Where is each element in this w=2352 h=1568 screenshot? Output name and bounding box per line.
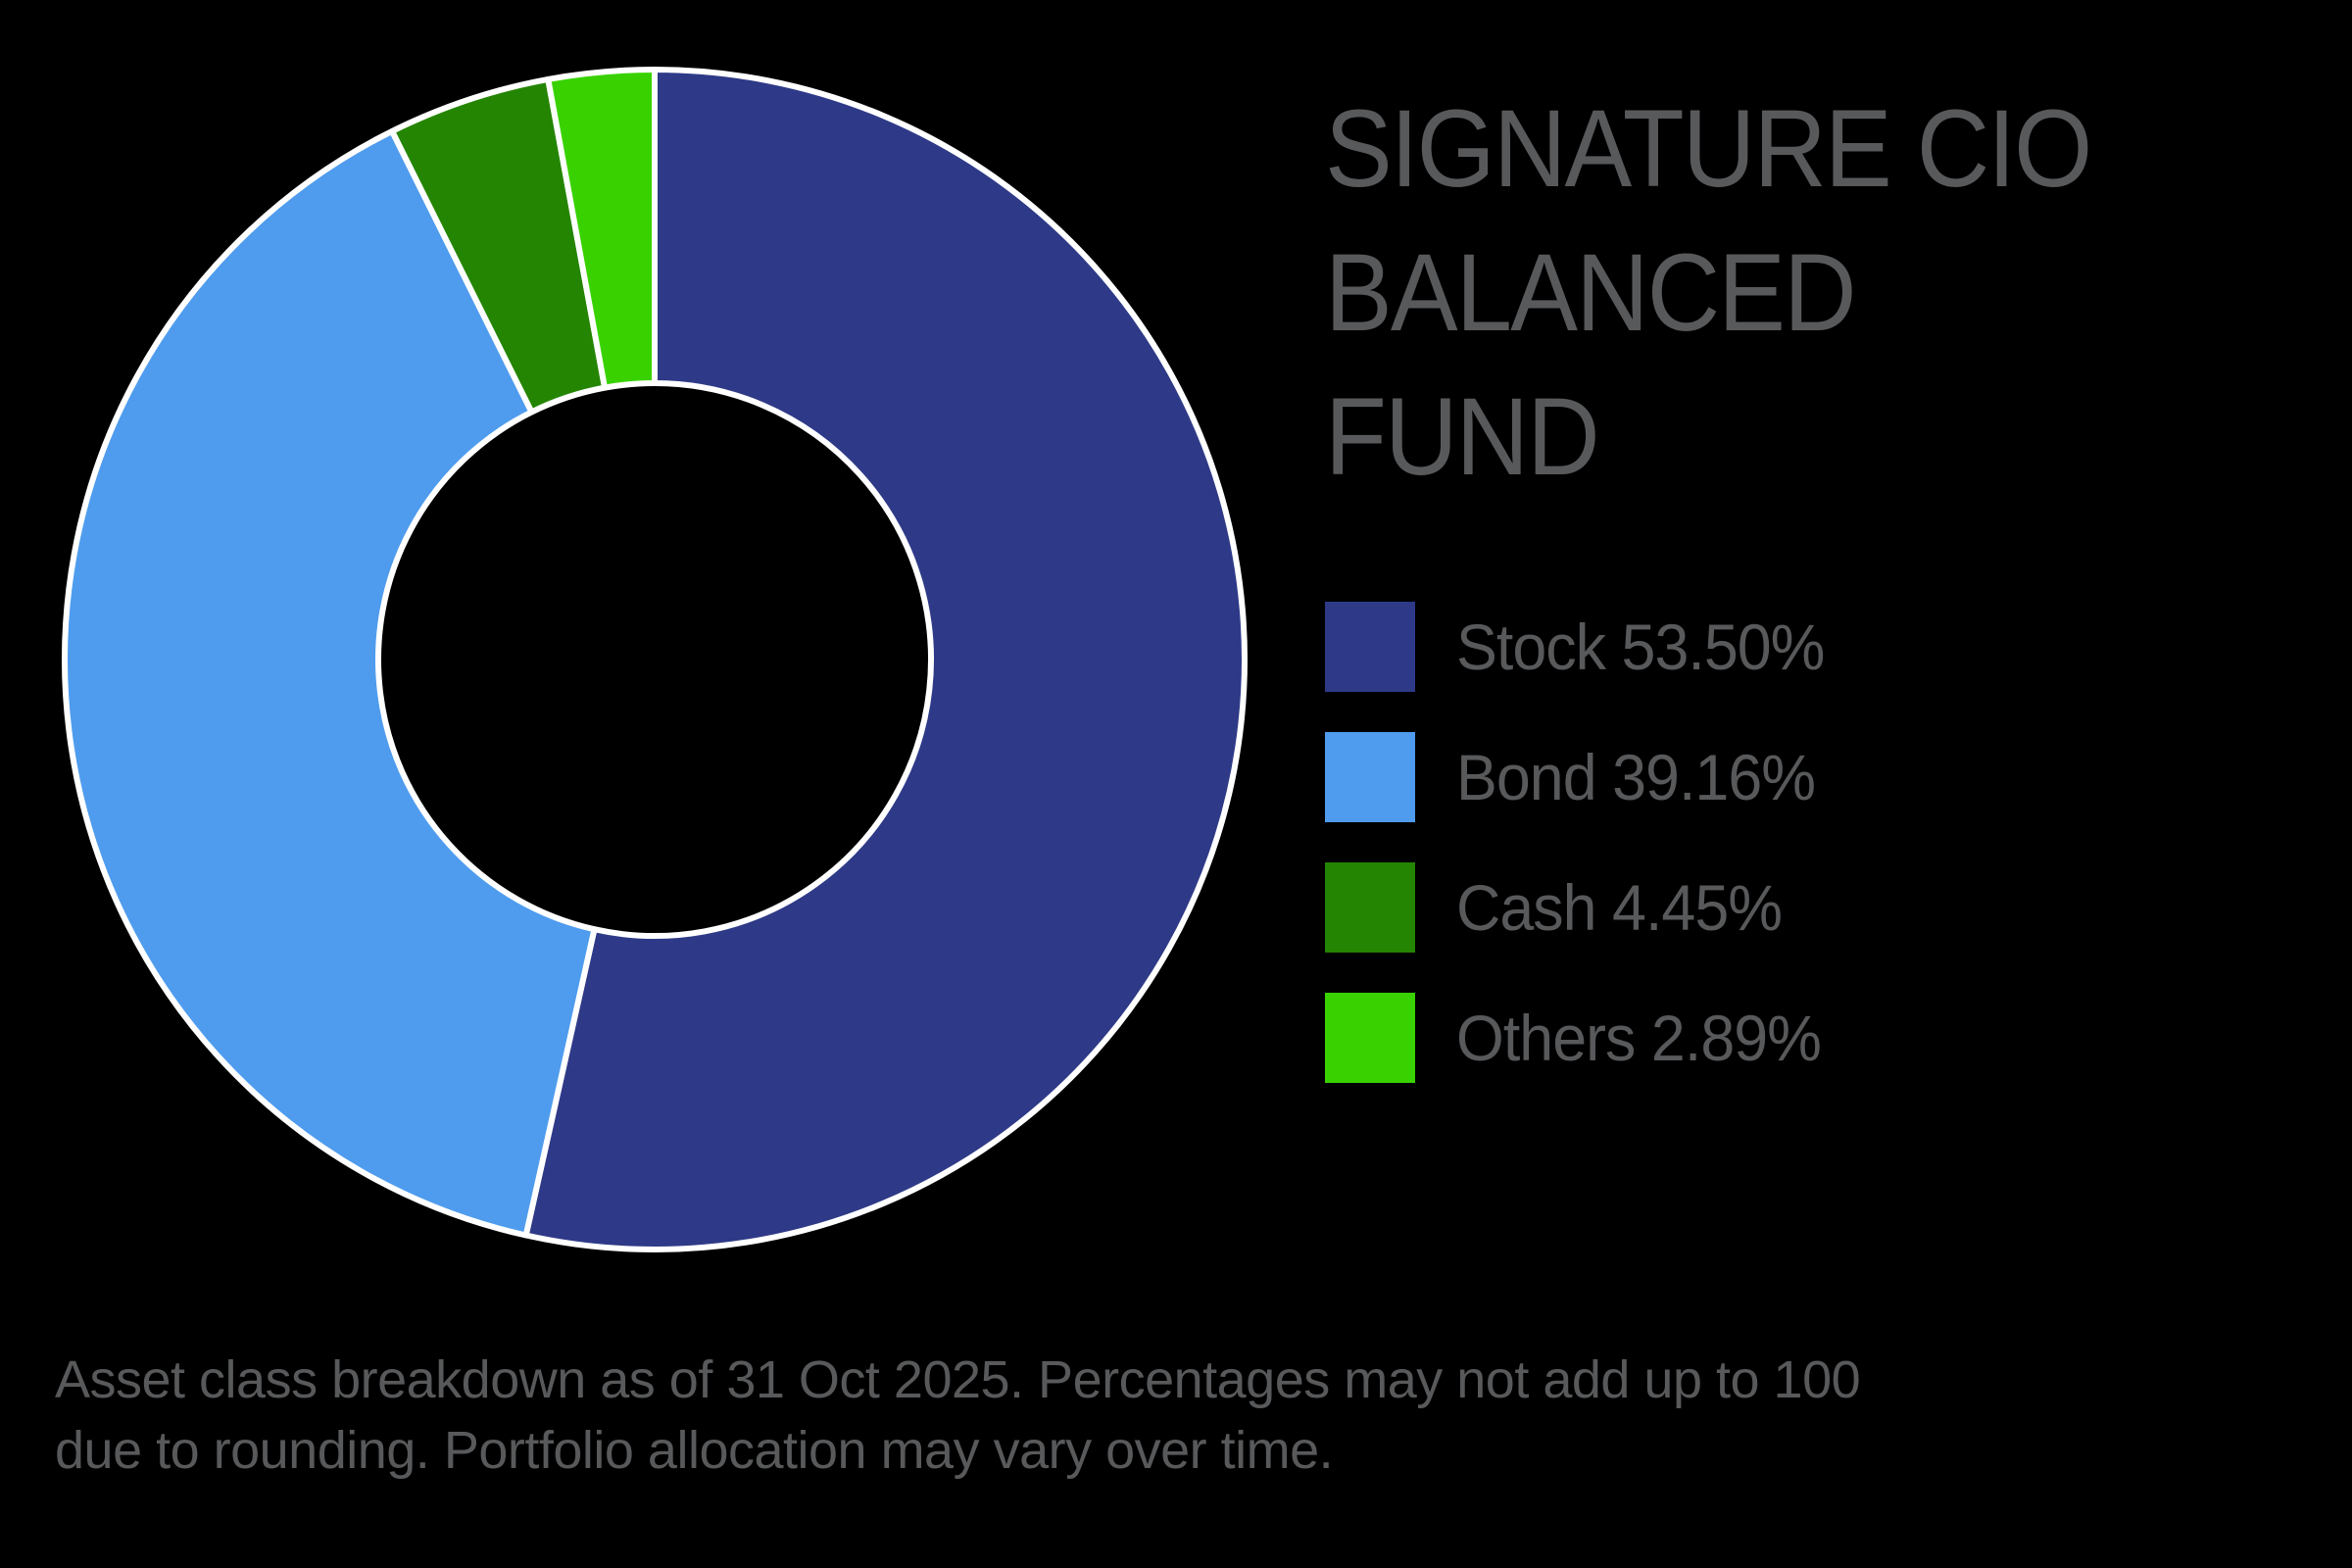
donut-slice-stock (522, 67, 1248, 1252)
donut-slices (62, 67, 1248, 1252)
legend-swatch-bond (1325, 732, 1415, 822)
chart-title: SIGNATURE CIO BALANCED FUND (1325, 76, 2227, 509)
footnote: Asset class breakdown as of 31 Oct 2025.… (55, 1345, 2328, 1486)
legend-label-cash: Cash 4.45% (1456, 871, 1783, 944)
legend-swatch-others (1325, 993, 1415, 1083)
title-line-1: SIGNATURE CIO (1325, 87, 2092, 210)
legend-label-stock: Stock 53.50% (1456, 611, 1825, 683)
footnote-line-2: due to rounding. Portfolio allocation ma… (55, 1421, 1334, 1480)
donut-slice-bond (62, 127, 598, 1239)
title-line-3: FUND (1325, 375, 1600, 498)
chart-legend: Stock 53.50% Bond 39.16% Cash 4.45% Othe… (1325, 602, 1843, 1123)
title-line-2: BALANCED (1325, 231, 1857, 354)
legend-swatch-stock (1325, 602, 1415, 692)
legend-item-stock: Stock 53.50% (1325, 602, 1843, 692)
legend-label-others: Others 2.89% (1456, 1002, 1822, 1074)
donut-slice-others (545, 67, 658, 391)
donut-chart (62, 67, 1248, 1252)
legend-label-bond: Bond 39.16% (1456, 741, 1816, 813)
legend-item-cash: Cash 4.45% (1325, 862, 1843, 953)
legend-item-bond: Bond 39.16% (1325, 732, 1843, 822)
legend-swatch-cash (1325, 862, 1415, 953)
footnote-line-1: Asset class breakdown as of 31 Oct 2025.… (55, 1350, 1861, 1409)
legend-item-others: Others 2.89% (1325, 993, 1843, 1083)
